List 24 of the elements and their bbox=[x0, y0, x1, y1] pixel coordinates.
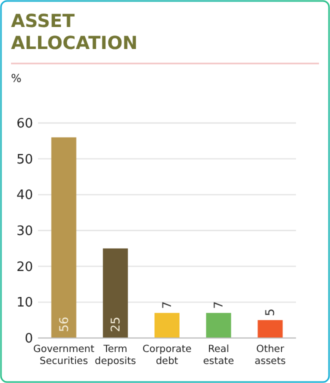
y-tick-label: 30 bbox=[16, 224, 33, 240]
chart-title: ASSET ALLOCATION bbox=[11, 11, 138, 54]
y-axis-title: % bbox=[11, 72, 22, 85]
x-tick-label: Term deposits bbox=[94, 344, 136, 367]
y-tick-label: 10 bbox=[16, 296, 33, 311]
bar bbox=[154, 312, 180, 338]
y-tick-label: 60 bbox=[16, 116, 33, 132]
bar bbox=[102, 248, 128, 338]
data-label: 25 bbox=[108, 316, 122, 332]
y-tick-label: 40 bbox=[16, 188, 33, 204]
x-tick-label: Government Securities bbox=[33, 344, 94, 367]
y-tick-label: 50 bbox=[16, 152, 33, 168]
bar bbox=[206, 312, 232, 338]
data-label: 56 bbox=[56, 316, 71, 332]
bar bbox=[258, 320, 283, 338]
x-tick-label: Other assets bbox=[254, 344, 286, 367]
x-tick-label: Real estate bbox=[203, 344, 234, 367]
data-label: 5 bbox=[263, 308, 278, 316]
data-label: 7 bbox=[212, 301, 226, 309]
x-tick-label: Corporate debt bbox=[142, 344, 192, 367]
bar bbox=[51, 137, 76, 338]
y-tick-label: 20 bbox=[16, 260, 33, 275]
data-label: 7 bbox=[160, 301, 174, 309]
y-tick-label: 0 bbox=[24, 332, 33, 347]
